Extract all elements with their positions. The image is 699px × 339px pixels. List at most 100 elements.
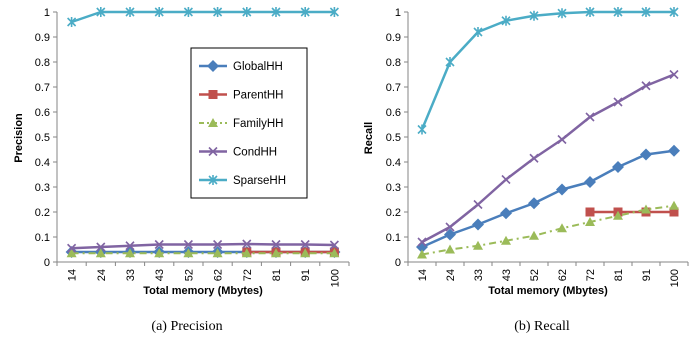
precision-x-tick-label: 24 bbox=[96, 269, 108, 281]
precision-point-sparsehh bbox=[183, 7, 193, 17]
recall-x-tick-label: 14 bbox=[417, 269, 429, 281]
precision-y-tick-label: 0.1 bbox=[35, 232, 50, 244]
recall-point-familyhh bbox=[613, 210, 623, 220]
precision-x-axis-title: Total memory (Mbytes) bbox=[143, 285, 263, 297]
recall-point-condhh bbox=[445, 222, 455, 232]
precision-x-tick-label: 43 bbox=[154, 269, 166, 281]
recall-y-tick-label: 1 bbox=[395, 7, 401, 19]
recall-y-tick-label: 0.8 bbox=[386, 57, 401, 69]
recall-series-condhh bbox=[417, 69, 679, 247]
legend-item-familyhh: FamilyHH bbox=[199, 118, 283, 130]
precision-y-tick-label: 0 bbox=[44, 257, 50, 269]
recall-point-globalhh bbox=[472, 218, 484, 231]
recall-point-parenthh bbox=[669, 207, 679, 217]
precision-point-sparsehh bbox=[213, 7, 223, 17]
recall-y-tick-label: 0.1 bbox=[386, 232, 401, 244]
precision-y-tick-label: 1 bbox=[44, 7, 50, 19]
precision-point-sparsehh bbox=[96, 7, 106, 17]
recall-point-sparsehh bbox=[641, 7, 651, 17]
precision-y-tick-label: 0.6 bbox=[35, 107, 50, 119]
recall-y-tick-label: 0.6 bbox=[386, 107, 401, 119]
precision-series-condhh bbox=[67, 239, 339, 253]
recall-point-condhh bbox=[613, 97, 623, 107]
recall-point-familyhh bbox=[669, 200, 679, 210]
precision-point-condhh bbox=[125, 241, 135, 251]
recall-x-tick-label: 100 bbox=[669, 269, 681, 287]
precision-caption: (a) Precision bbox=[151, 319, 222, 334]
precision-series-parenthh bbox=[242, 247, 339, 257]
precision-point-condhh bbox=[67, 243, 77, 253]
precision-y-tick-label: 0.2 bbox=[35, 207, 50, 219]
precision-point-condhh bbox=[300, 239, 310, 250]
precision-chart: Precision Total memory (Mbytes) (a) Prec… bbox=[13, 7, 350, 334]
precision-y-tick-label: 0.5 bbox=[35, 132, 50, 144]
recall-point-condhh bbox=[501, 174, 511, 185]
precision-series-sparsehh bbox=[67, 7, 339, 27]
precision-line-sparsehh bbox=[71, 10, 335, 24]
precision-x-tick-label: 14 bbox=[67, 269, 79, 281]
precision-series-familyhh bbox=[66, 248, 340, 258]
recall-point-familyhh bbox=[417, 249, 427, 259]
recall-point-condhh bbox=[641, 81, 651, 91]
precision-point-familyhh bbox=[66, 248, 77, 258]
legend-marker-sparsehh bbox=[208, 175, 218, 185]
legend-marker-parenthh bbox=[208, 90, 218, 99]
recall-point-familyhh bbox=[529, 230, 539, 240]
precision-x-tick-label: 81 bbox=[271, 269, 283, 281]
precision-y-tick-label: 0.3 bbox=[35, 182, 50, 194]
precision-y-axis-title: Precision bbox=[13, 113, 25, 163]
recall-y-tick-label: 0 bbox=[395, 257, 401, 269]
recall-y-axis-title: Recall bbox=[363, 122, 375, 154]
precision-point-sparsehh bbox=[125, 7, 135, 17]
recall-x-tick-label: 62 bbox=[557, 269, 569, 281]
precision-point-condhh bbox=[96, 242, 106, 252]
legend-item-sparsehh: SparseHH bbox=[199, 175, 286, 187]
recall-point-condhh bbox=[529, 153, 539, 163]
precision-point-familyhh bbox=[241, 248, 252, 258]
precision-point-familyhh bbox=[154, 248, 165, 258]
precision-point-familyhh bbox=[212, 248, 223, 258]
precision-point-sparsehh bbox=[242, 7, 252, 17]
recall-y-tick-label: 0.2 bbox=[386, 207, 401, 219]
recall-point-globalhh bbox=[556, 183, 568, 196]
recall-series-familyhh bbox=[417, 200, 679, 259]
precision-line-condhh bbox=[71, 242, 335, 250]
precision-point-condhh bbox=[154, 239, 164, 250]
precision-point-condhh bbox=[329, 240, 339, 250]
legend-label-condhh: CondHH bbox=[233, 147, 277, 159]
recall-x-tick-label: 43 bbox=[501, 269, 513, 281]
precision-point-sparsehh bbox=[329, 7, 339, 17]
precision-y-tick-label: 0.7 bbox=[35, 82, 50, 94]
recall-point-condhh bbox=[417, 237, 427, 247]
recall-point-globalhh bbox=[528, 197, 540, 210]
recall-line-condhh bbox=[421, 73, 675, 244]
recall-x-tick-label: 91 bbox=[641, 269, 653, 281]
recall-point-sparsehh bbox=[417, 124, 427, 135]
precision-x-tick-label: 72 bbox=[242, 269, 254, 281]
precision-y-tick-label: 0.4 bbox=[35, 157, 50, 169]
legend-item-globalhh: GlobalHH bbox=[199, 60, 283, 73]
recall-x-tick-label: 33 bbox=[473, 269, 485, 281]
recall-y-tick-label: 0.5 bbox=[386, 132, 401, 144]
recall-series-globalhh bbox=[416, 144, 680, 253]
recall-point-sparsehh bbox=[557, 8, 567, 19]
legend-label-sparsehh: SparseHH bbox=[233, 175, 286, 187]
recall-point-globalhh bbox=[668, 144, 680, 157]
precision-x-tick-label: 100 bbox=[329, 269, 341, 287]
recall-x-tick-label: 24 bbox=[445, 269, 457, 281]
recall-series-parenthh bbox=[585, 207, 679, 217]
precision-x-tick-label: 33 bbox=[125, 269, 137, 281]
recall-line-globalhh bbox=[421, 149, 675, 249]
recall-point-condhh bbox=[669, 69, 679, 80]
legend-label-globalhh: GlobalHH bbox=[233, 61, 283, 73]
recall-caption: (b) Recall bbox=[514, 319, 570, 334]
precision-y-tick-label: 0.8 bbox=[35, 57, 50, 69]
recall-point-sparsehh bbox=[529, 10, 539, 21]
legend-marker-condhh bbox=[208, 146, 218, 157]
precision-point-familyhh bbox=[95, 248, 106, 258]
recall-y-tick-label: 0.4 bbox=[386, 157, 401, 169]
legend-item-condhh: CondHH bbox=[199, 147, 277, 159]
recall-x-tick-label: 52 bbox=[529, 269, 541, 281]
legend-marker-familyhh bbox=[208, 118, 218, 127]
